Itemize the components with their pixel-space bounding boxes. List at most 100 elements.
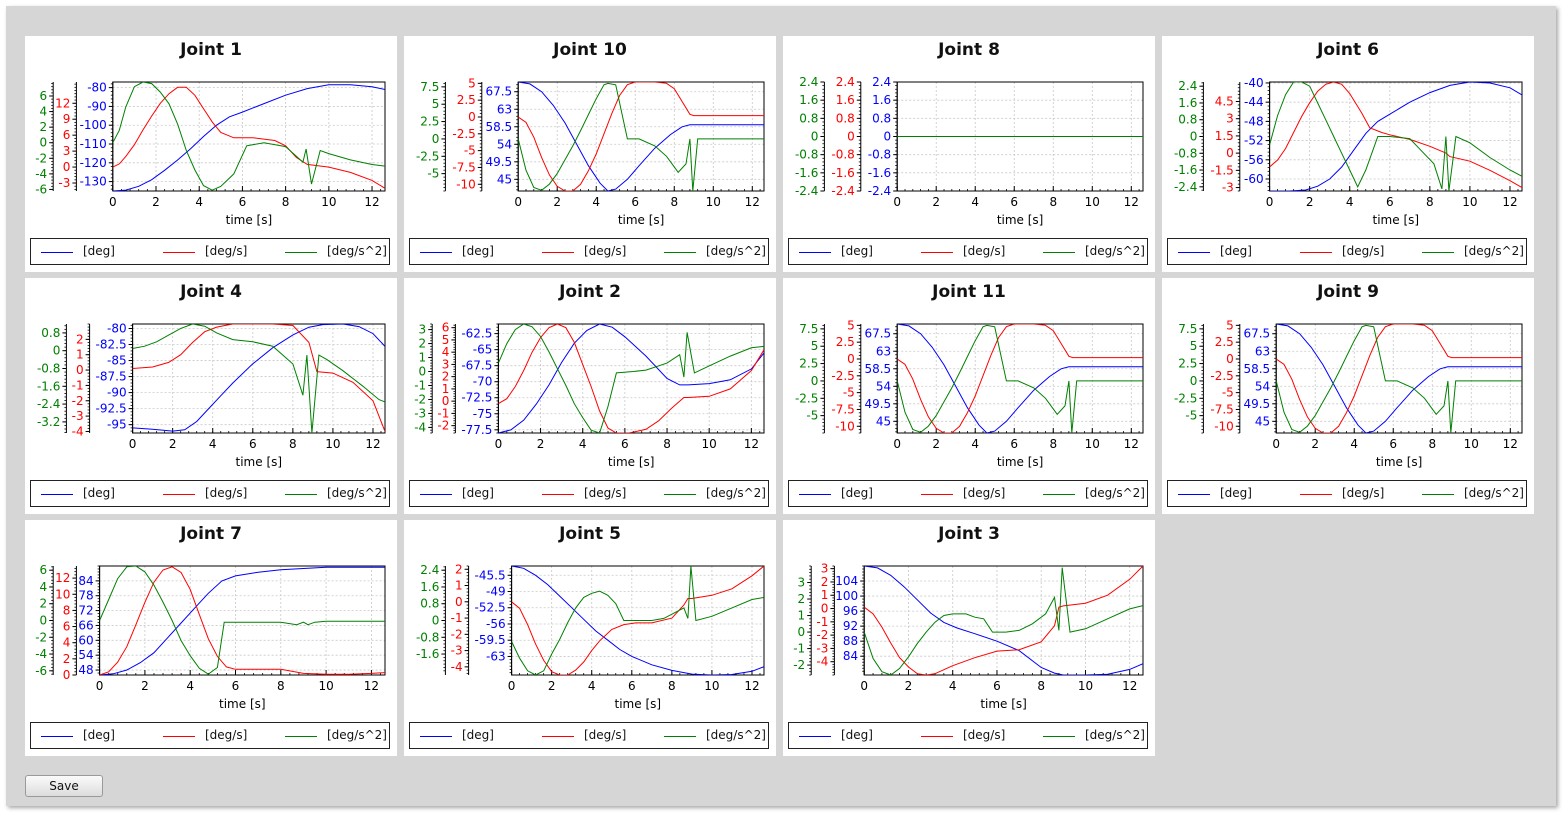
y-tick-label: -1.6 [831,166,854,180]
y-tick-label: -1 [816,615,828,629]
joint-panel-joint-9: Joint 9 -5 -2.5 0 2.5 5 7.5 -10 -7.5 -5 -2.5 0 2.5 5 4… [1162,278,1534,514]
y-tick-label: 5 [847,318,855,332]
y-tick-label: 2 [40,597,48,611]
chart-legend: [deg] [deg/s] [deg/s^2] [30,238,390,265]
series-line-deg [511,566,764,675]
legend-swatch [921,252,953,253]
x-tick-label: 10 [1085,195,1100,209]
x-tick-label: 12 [1124,195,1139,209]
y-tick-label: 1.6 [836,93,855,107]
joint-panel-joint-4: Joint 4 -3.2 -2.4 -1.6 -0.8 0 0.8 -4 -3 -2 -1 0 1 2 -9… [25,278,397,514]
y-tick-label: -1.6 [37,379,60,393]
y-tick-label: -1.6 [1174,163,1197,177]
plot-frame [896,323,1144,434]
joint-panel-joint-3: Joint 3 -2 -1 0 1 2 3 -4 -3 -2 -1 0 1 2 3 84 88 92 96 100 10… [783,520,1155,756]
y-tick-label: 4 [40,105,48,119]
y-axis-deg-s-2: -2.4 -1.6 -0.8 0 0.8 1.6 2.4 [795,75,825,198]
x-tick-label: 2 [932,437,940,451]
y-tick-label: -92.5 [96,402,127,416]
joint-panel-joint-10: Joint 10 -5 -2.5 0 2.5 5 7.5 -10 -7.5 -5 -2.5 0 2.5 5… [404,36,776,272]
y-tick-label: 6 [40,89,48,103]
y-axis-deg-s-2: -5 -2.5 0 2.5 5 7.5 [416,80,446,192]
y-tick-label: 0.8 [799,111,818,125]
y-tick-label: 67.5 [1243,327,1270,341]
y-tick-label: -85 [107,354,127,368]
y-tick-label: 49.5 [485,155,512,169]
legend-swatch [1043,736,1075,737]
y-tick-label: -4 [414,420,426,434]
y-tick-label: -2.4 [831,184,854,198]
y-tick-label: -49 [486,585,506,599]
y-tick-label: -2.4 [37,397,60,411]
plot-grid [896,324,1143,433]
x-tick-label: 8 [289,437,297,451]
y-tick-label: 1.6 [872,93,891,107]
y-tick-label: -120 [80,156,107,170]
save-button[interactable]: Save [25,775,103,797]
y-axis-deg-s-2: -2.4 -1.6 -0.8 0 0.8 1.6 2.4 [1174,79,1204,194]
chart-legend: [deg] [deg/s] [deg/s^2] [409,480,769,507]
y-axis-deg-s-2: -2 -1 0 1 2 3 [793,565,812,676]
x-tick-label: 12 [1122,679,1137,693]
y-tick-label: 2 [76,332,84,346]
legend-swatch [1178,252,1210,253]
y-axis-deg-s: 0 2 4 6 8 10 12 [55,566,77,682]
y-tick-label: 2.5 [1178,357,1197,371]
series-line-deg-s-2 [99,566,385,675]
x-tick-label: 0 [893,437,901,451]
y-tick-label: 100 [835,589,858,603]
y-tick-label: 1 [419,351,427,365]
legend-label: [deg/s] [584,486,627,500]
y-tick-label: -5 [1222,386,1234,400]
y-tick-label: 67.5 [864,327,891,341]
legend-swatch [1300,494,1332,495]
legend-swatch [542,494,574,495]
series-line-deg [897,324,1143,433]
series-line-deg-s [132,324,385,432]
x-tick-label: 8 [277,679,285,693]
y-tick-label: 0 [811,130,819,144]
y-tick-label: 2 [442,370,450,384]
y-tick-label: -72.5 [461,391,492,405]
x-axis: 0 2 4 6 8 10 12 [893,186,1140,209]
x-tick-label: 6 [1010,437,1018,451]
y-tick-label: 5 [1226,318,1234,332]
legend-label: [deg/s^2] [327,244,387,258]
y-tick-label: 2 [821,575,829,589]
y-tick-label: -90 [87,99,107,113]
y-tick-label: -7.5 [831,402,854,416]
y-tick-label: 0 [419,365,427,379]
y-tick-label: 7.5 [420,80,439,94]
y-tick-label: 0 [847,352,855,366]
y-tick-label: 2 [798,592,806,606]
y-tick-label: -3 [414,406,426,420]
y-tick-label: -5 [427,167,439,181]
plot-grid [132,324,385,433]
joint-panel-joint-1: Joint 1 -6 -4 -2 0 2 4 6 -3 0 3 6 9 12 -130 -120 -110 -10… [25,36,397,272]
legend-swatch [799,736,831,737]
chart-title: Joint 10 [553,40,627,60]
x-axis-label: time [s] [608,455,655,469]
legend-swatch [420,252,452,253]
y-axis-deg-s-2: -6 -4 -2 0 2 4 6 [35,563,54,678]
y-tick-label: 58.5 [864,362,891,376]
chart-svg: -5 -2.5 0 2.5 5 7.5 -10 -7.5 -5 -2.5 0 2.5 5 45 49.5 54… [795,318,1144,469]
x-tick-label: 12 [365,437,380,451]
y-tick-label: -75 [473,407,493,421]
chart-legend: [deg] [deg/s] [deg/s^2] [409,238,769,265]
y-axis-deg-s: -2.4 -1.6 -0.8 0 0.8 1.6 2.4 [831,75,862,198]
legend-swatch [163,494,195,495]
y-tick-label: 63 [497,102,512,116]
y-axis-deg: 45 49.5 54 58.5 63 67.5 [864,324,898,433]
y-tick-label: -59.5 [475,633,506,647]
y-tick-label: -110 [80,137,107,151]
y-tick-label: 49.5 [1243,397,1270,411]
y-tick-label: -2.5 [831,369,854,383]
legend-label: [deg/s] [205,486,248,500]
y-axis-deg: 45 49.5 54 58.5 63 67.5 [485,82,519,191]
legend-swatch [921,736,953,737]
x-tick-label: 10 [702,437,717,451]
y-tick-label: 4 [40,580,48,594]
x-tick-label: 0 [109,195,117,209]
